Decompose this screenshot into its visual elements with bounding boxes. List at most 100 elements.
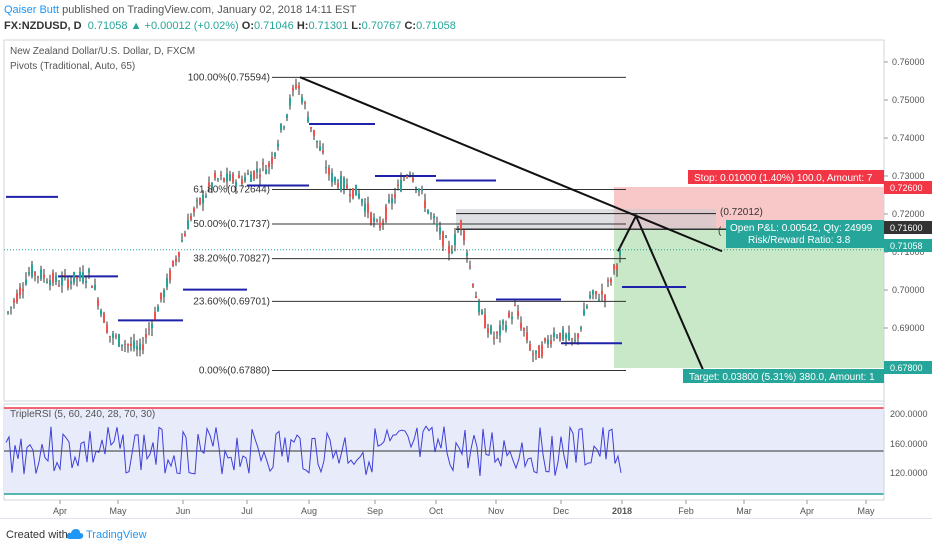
candle-body <box>286 114 288 118</box>
candle-body <box>592 290 594 295</box>
candle-body <box>136 346 138 350</box>
time-tick-label: Oct <box>429 506 444 516</box>
candle-body <box>181 240 183 242</box>
candle-body <box>580 327 582 330</box>
stop-label-box[interactable] <box>688 170 884 184</box>
target-zone[interactable] <box>614 228 884 368</box>
candle-body <box>421 188 423 191</box>
main-title: New Zealand Dollar/U.S. Dollar, D, FXCM <box>10 46 195 57</box>
candle-body <box>400 179 402 192</box>
candle-body <box>373 217 375 222</box>
ohlc-line: FX:NZDUSD, D 0.71058 ▲ +0.00012 (+0.02%)… <box>4 20 456 32</box>
candle-body <box>394 194 396 199</box>
chart-svg[interactable]: 100.00%(0.75594) 61.80%(0.72644) 50.00%(0.… <box>0 38 932 518</box>
range-box[interactable] <box>456 209 716 229</box>
candle-body <box>328 167 330 175</box>
price-tick-label: 0.72000 <box>892 209 925 219</box>
candle-body <box>55 275 57 282</box>
candle-body <box>499 325 501 336</box>
candle-body <box>325 167 327 169</box>
candle-body <box>571 338 573 340</box>
candle-body <box>487 328 489 333</box>
candle-body <box>352 188 354 199</box>
candle-body <box>424 200 426 208</box>
candle-body <box>16 293 18 303</box>
low-value: 0.70767 <box>361 20 402 32</box>
rsi-tick-label: 200.0000 <box>890 409 928 419</box>
up-arrow-icon: ▲ <box>130 20 142 32</box>
candle-body <box>493 337 495 339</box>
candle-body <box>217 178 219 180</box>
candle-body <box>190 215 192 220</box>
candle-body <box>613 264 615 270</box>
candle-body <box>490 325 492 334</box>
candle-body <box>202 194 204 204</box>
candle-body <box>295 84 297 88</box>
time-tick-label: Jul <box>241 506 253 516</box>
chart-area[interactable]: 100.00%(0.75594) 61.80%(0.72644) 50.00%(0.… <box>0 38 932 518</box>
stop-price-badge <box>884 181 932 194</box>
candle-body <box>127 344 129 346</box>
candle-body <box>31 264 33 277</box>
candle-body <box>88 269 90 273</box>
published-text: published on TradingView.com, January 02… <box>62 4 357 16</box>
price-tick-label: 0.73000 <box>892 171 925 181</box>
pivots-label: Pivots (Traditional, Auto, 65) <box>10 61 135 72</box>
candle-body <box>268 163 270 168</box>
candle-body <box>340 175 342 191</box>
last-price-badge <box>884 239 932 252</box>
stop-price-text: 0.72600 <box>890 183 923 193</box>
author-link[interactable]: Qaiser Butt <box>4 4 60 16</box>
tradingview-cloud-icon[interactable] <box>66 527 84 546</box>
candle-body <box>427 209 429 214</box>
candle-body <box>502 320 504 325</box>
candle-body <box>319 146 321 151</box>
candle-body <box>49 279 51 286</box>
candle-body <box>91 285 93 288</box>
candle-body <box>154 311 156 320</box>
candle-body <box>76 276 78 279</box>
candle-body <box>97 299 99 306</box>
projection-path <box>617 213 704 371</box>
pnl-box[interactable] <box>726 220 884 248</box>
fib-label: 50.00%(0.71737) <box>193 219 270 230</box>
candle-body <box>175 258 177 263</box>
fib-label: 23.60%(0.69701) <box>193 296 270 307</box>
tradingview-brand[interactable]: TradingView <box>86 529 147 541</box>
target-label-box[interactable] <box>683 369 884 383</box>
candle-body <box>58 285 60 287</box>
candle-body <box>496 331 498 334</box>
entry-price-text: 0.71600 <box>890 223 923 233</box>
candle-body <box>208 182 210 188</box>
candle-body <box>577 333 579 339</box>
candle-body <box>478 301 480 313</box>
candle-body <box>568 332 570 341</box>
candle-body <box>238 175 240 179</box>
candle-body <box>460 220 462 230</box>
candle-body <box>214 172 216 179</box>
candle-body <box>100 310 102 315</box>
chart-header: Qaiser Butt published on TradingView.com… <box>0 0 932 38</box>
candle-body <box>178 252 180 257</box>
candle-body <box>619 250 621 256</box>
candle-body <box>13 300 15 303</box>
candle-body <box>523 328 525 331</box>
candle-body <box>520 322 522 329</box>
last-price: 0.71058 <box>87 20 128 32</box>
candle-body <box>601 290 603 295</box>
last-price-text: 0.71058 <box>890 241 923 251</box>
candle-body <box>274 152 276 157</box>
candle-body <box>52 272 54 283</box>
candle-body <box>280 123 282 131</box>
candle-body <box>304 102 306 104</box>
candle-body <box>184 233 186 237</box>
candle-body <box>463 230 465 241</box>
candle-body <box>532 353 534 355</box>
open-label: O: <box>241 20 254 32</box>
candle-body <box>553 332 555 338</box>
candle-body <box>346 184 348 189</box>
candle-body <box>196 200 198 202</box>
candle-body <box>172 260 174 266</box>
candle-body <box>205 195 207 197</box>
pnl-left-partial: ( <box>718 226 722 237</box>
